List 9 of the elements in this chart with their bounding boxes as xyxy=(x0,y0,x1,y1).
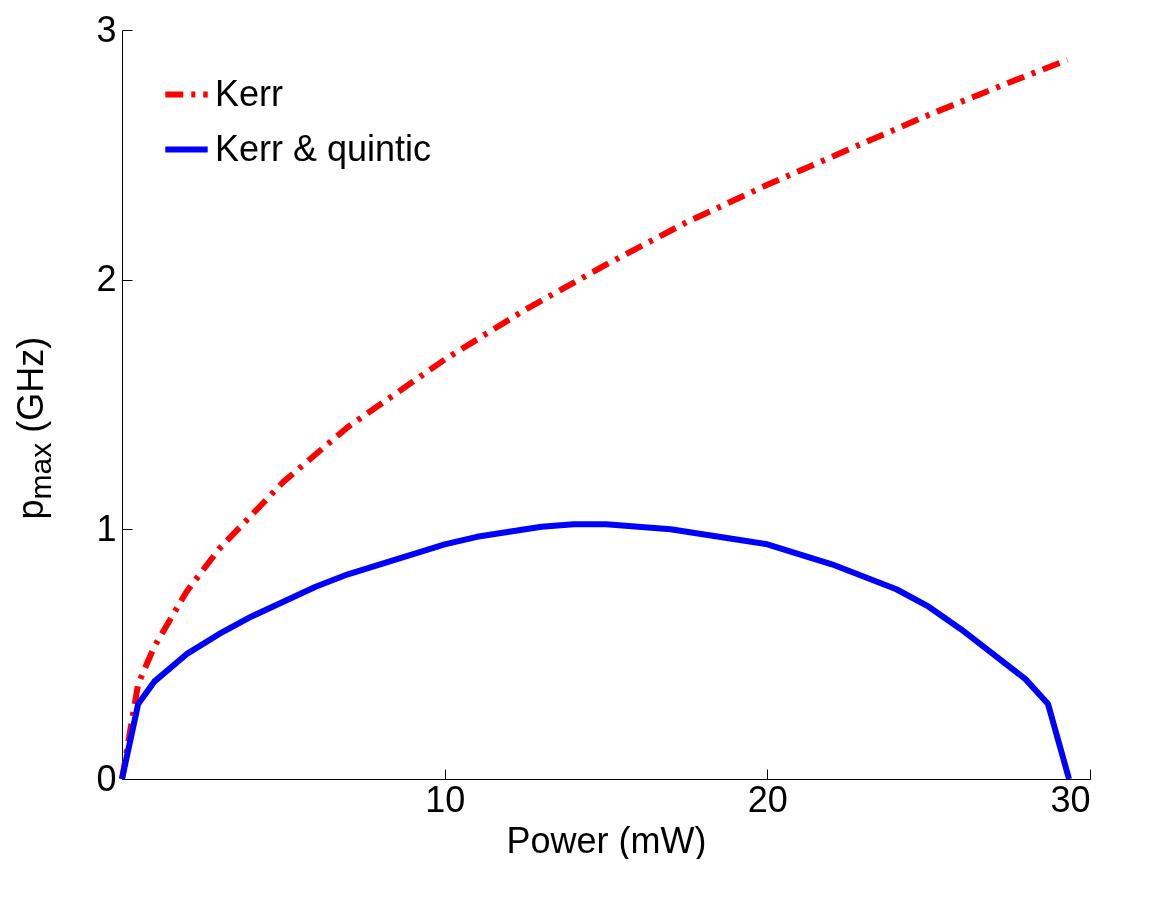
y-tick-label: 0 xyxy=(96,757,117,799)
x-tick-label: 30 xyxy=(1050,778,1091,820)
y-tick-label: 2 xyxy=(96,258,117,300)
legend-label: Kerr xyxy=(215,72,284,114)
y-tick-label: 1 xyxy=(96,507,117,549)
y-tick-label: 3 xyxy=(96,8,117,50)
x-tick-label: 10 xyxy=(425,778,466,820)
x-tick-label: 20 xyxy=(747,778,788,820)
legend-label: Kerr & quintic xyxy=(215,127,432,169)
